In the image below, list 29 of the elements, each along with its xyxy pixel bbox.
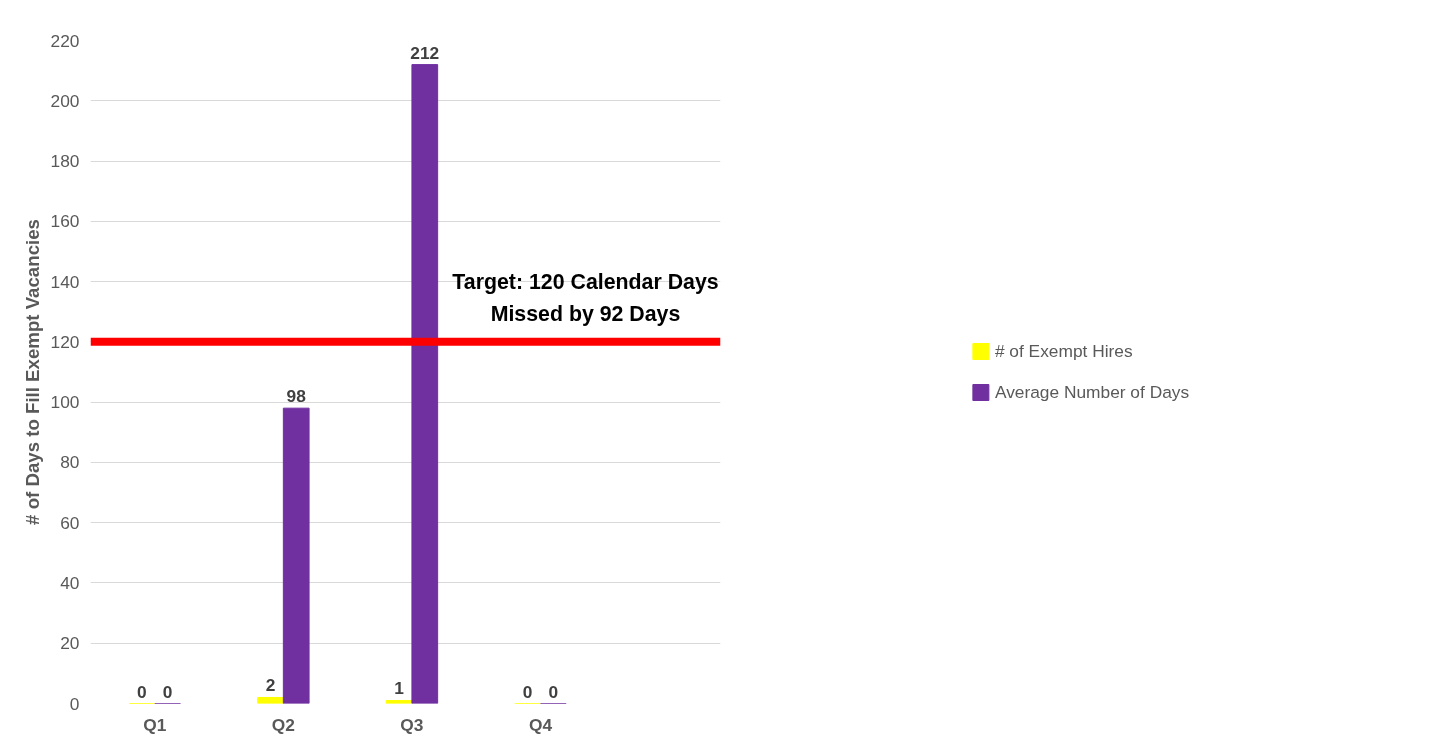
data-label: 0 [522,681,533,702]
data-label: 212 [410,42,440,63]
annotation: Missed by 92 Days [490,301,681,326]
data-label: 2 [265,675,276,696]
y-tick-label: 180 [50,151,80,172]
data-label: 0 [162,681,173,702]
y-tick-label: 120 [50,331,80,352]
data-label: 98 [286,386,307,407]
legend-label: # of Exempt Hires [994,340,1133,362]
data-label: 0 [137,681,147,702]
y-tick-label: 100 [50,392,80,413]
legend-label: Average Number of Days [994,381,1190,403]
x-tick-label: Q3 [400,714,424,735]
x-tick-label: Q1 [143,714,167,735]
data-label: 1 [394,678,405,699]
y-tick-label: 0 [69,693,80,714]
ref-line-label: Target: 120 Calendar Days [452,269,719,294]
y-tick-label: 60 [60,512,80,533]
y-tick-label: 40 [60,572,80,593]
y-tick-label: 160 [50,211,80,232]
y-tick-label: 80 [60,452,80,473]
y-tick-label: 200 [50,90,80,111]
y-tick-label: 140 [50,271,80,292]
y-tick-label: 220 [50,30,80,51]
y-tick-label: 20 [60,633,80,654]
y-axis-title: # of Days to Fill Exempt Vacancies [21,219,43,525]
x-tick-label: Q2 [271,714,295,735]
data-label: 0 [548,681,559,702]
x-tick-label: Q4 [528,714,553,735]
